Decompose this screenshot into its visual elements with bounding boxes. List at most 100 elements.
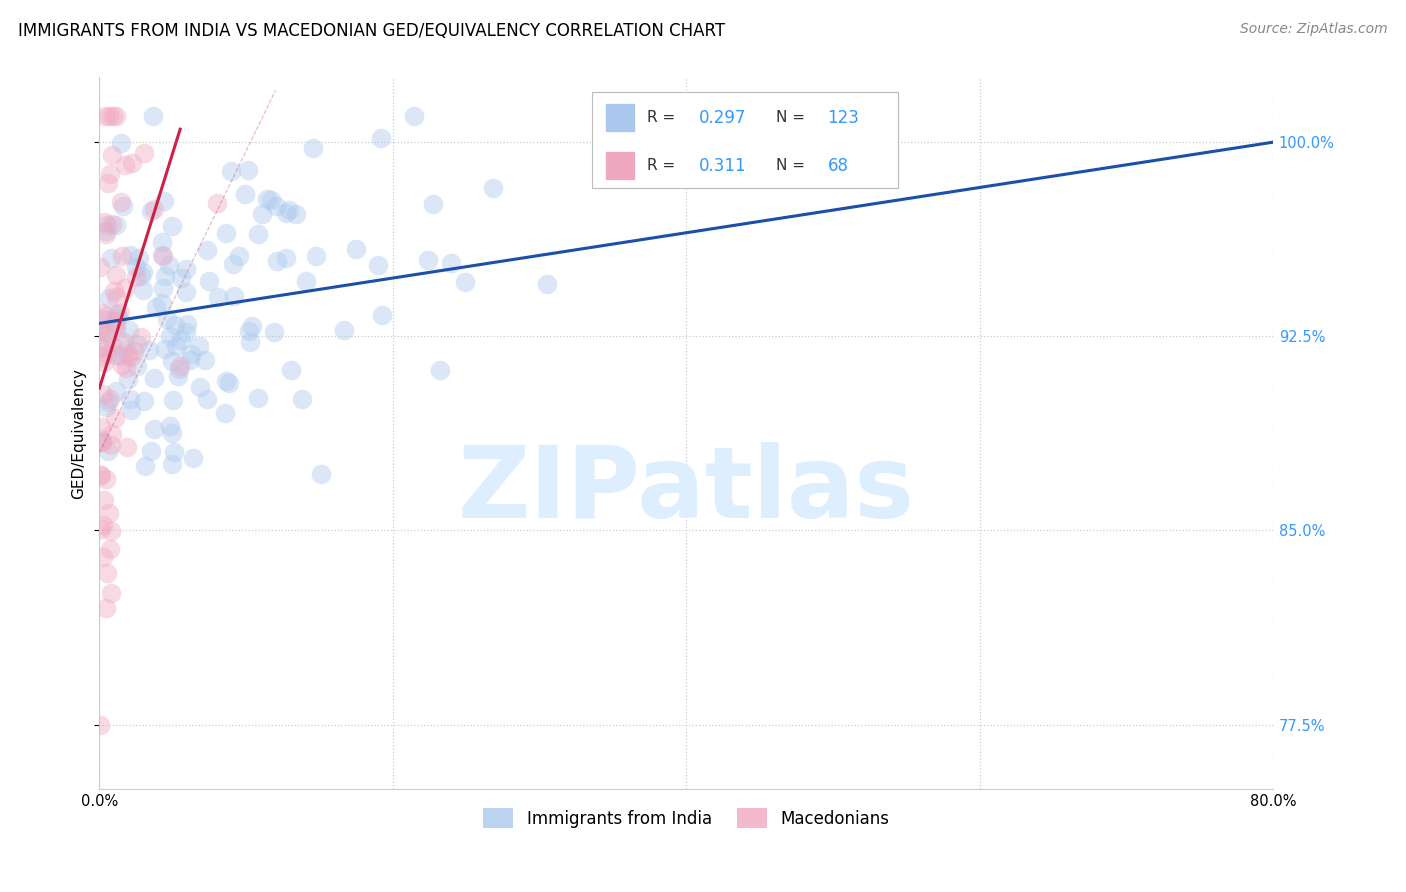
Point	[440, 256, 463, 270]
Point	[94, 224, 117, 238]
Point	[114, 158, 136, 172]
Point	[93, 355, 115, 369]
Point	[142, 109, 165, 123]
Point	[180, 347, 202, 361]
Point	[101, 217, 124, 231]
Point	[176, 317, 198, 331]
Point	[114, 360, 136, 375]
Point	[170, 271, 193, 285]
Point	[129, 330, 152, 344]
Point	[111, 198, 134, 212]
Point	[98, 506, 121, 520]
Point	[96, 309, 118, 323]
Point	[89, 325, 111, 339]
Point	[179, 352, 201, 367]
Point	[170, 333, 193, 347]
Point	[150, 296, 173, 310]
Point	[195, 392, 218, 406]
Point	[305, 249, 328, 263]
Point	[153, 194, 176, 208]
Point	[143, 422, 166, 436]
Point	[111, 249, 134, 263]
Point	[142, 370, 165, 384]
Point	[100, 426, 122, 441]
Point	[162, 354, 184, 368]
Point	[91, 517, 114, 532]
Point	[104, 384, 127, 398]
Point	[96, 227, 118, 241]
Point	[96, 601, 118, 615]
Point	[97, 109, 120, 123]
Point	[290, 392, 312, 407]
Point	[205, 195, 228, 210]
Point	[160, 457, 183, 471]
Point	[132, 393, 155, 408]
Point	[402, 109, 425, 123]
Point	[152, 281, 174, 295]
Text: IMMIGRANTS FROM INDIA VS MACEDONIAN GED/EQUIVALENCY CORRELATION CHART: IMMIGRANTS FROM INDIA VS MACEDONIAN GED/…	[18, 22, 725, 40]
Point	[224, 288, 246, 302]
Point	[104, 314, 127, 328]
Point	[285, 207, 308, 221]
Point	[114, 281, 136, 295]
Point	[277, 203, 299, 218]
Point	[117, 440, 139, 454]
Point	[194, 353, 217, 368]
Point	[105, 318, 128, 333]
Y-axis label: GED/Equivalency: GED/Equivalency	[72, 368, 86, 499]
Point	[370, 130, 392, 145]
Point	[176, 261, 198, 276]
Point	[93, 109, 115, 123]
Point	[276, 206, 298, 220]
Point	[125, 260, 148, 275]
Point	[101, 109, 124, 123]
Point	[422, 197, 444, 211]
Point	[150, 248, 173, 262]
Point	[100, 524, 122, 538]
Point	[159, 329, 181, 343]
Point	[90, 468, 112, 483]
Point	[91, 549, 114, 564]
Point	[165, 339, 187, 353]
Point	[233, 187, 256, 202]
Point	[98, 168, 121, 182]
Point	[111, 358, 134, 372]
Point	[167, 362, 190, 376]
Point	[97, 291, 120, 305]
Point	[214, 407, 236, 421]
Point	[127, 359, 149, 373]
Point	[97, 443, 120, 458]
Point	[145, 300, 167, 314]
Point	[94, 472, 117, 486]
Point	[108, 306, 131, 320]
Point	[143, 202, 166, 216]
Point	[153, 269, 176, 284]
Point	[120, 350, 142, 364]
Point	[100, 251, 122, 265]
Point	[100, 586, 122, 600]
Point	[91, 434, 114, 449]
Point	[91, 312, 114, 326]
Point	[110, 195, 132, 210]
Point	[236, 163, 259, 178]
Point	[96, 566, 118, 580]
Point	[181, 450, 204, 465]
Point	[90, 419, 112, 434]
Point	[221, 164, 243, 178]
Point	[152, 249, 174, 263]
Point	[97, 394, 120, 409]
Point	[101, 147, 124, 161]
Point	[90, 351, 112, 365]
Point	[117, 372, 139, 386]
Point	[162, 219, 184, 233]
Point	[110, 349, 132, 363]
Point	[302, 140, 325, 154]
Point	[115, 342, 138, 356]
Point	[91, 306, 114, 320]
Point	[280, 363, 302, 377]
Point	[110, 136, 132, 150]
Point	[214, 226, 236, 240]
Point	[333, 322, 356, 336]
Point	[228, 249, 250, 263]
Point	[132, 265, 155, 279]
